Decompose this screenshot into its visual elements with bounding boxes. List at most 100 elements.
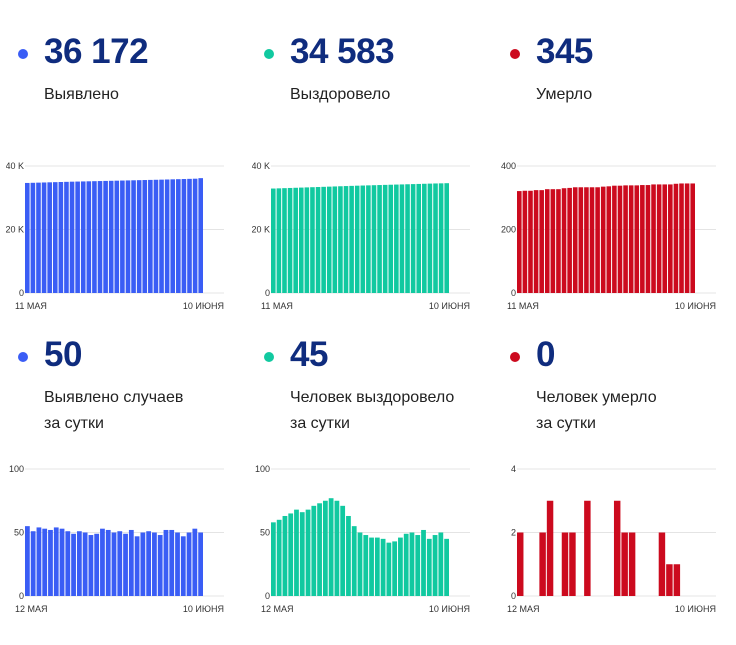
bar [186,532,192,596]
bar [169,529,175,596]
bar [134,536,140,596]
bar [328,498,334,596]
stat-value: 34 583 [290,32,395,71]
bar [386,542,392,596]
bar [146,531,152,596]
bar [584,187,589,293]
bar [30,182,36,293]
bar [651,184,656,293]
stat-label-line: Выздоровело [290,86,391,103]
x-tick-label-end: 10 ИЮНЯ [183,604,224,614]
bar [25,526,30,596]
bar [360,185,366,293]
bar [544,189,550,293]
bar [584,500,591,596]
bar [293,187,298,293]
bar [612,185,617,293]
bar [111,532,117,596]
bar [346,515,351,596]
bar [53,527,59,596]
bar [377,185,382,293]
y-tick-label: 4 [511,464,516,474]
stat-value: 50 [44,335,82,374]
bar [86,181,92,293]
bar [343,186,349,293]
bar [561,532,569,596]
y-tick-label: 20 K [252,225,270,235]
bar [690,183,695,293]
bar [673,564,681,596]
stat-label: Выявлено [44,82,119,108]
bar [36,527,42,596]
status-dot-icon [264,352,274,362]
bar [271,522,276,596]
stat-label-line: Выявлено случаев [44,389,184,406]
stat-label-line: за сутки [536,415,596,432]
bar [617,185,623,293]
bar-chart: 400 200 0 11 МАЯ 10 ИЮНЯ [501,161,716,311]
bar [600,186,606,293]
bar-chart: 100 50 0 12 МАЯ 10 ИЮНЯ [255,464,470,614]
bar [369,537,374,596]
y-tick-label: 100 [255,464,270,474]
bar [65,531,71,596]
bar [349,185,354,293]
bar [276,519,282,596]
bar [684,183,690,293]
bar [517,191,522,293]
status-dot-icon [510,49,520,59]
x-tick-label-end: 10 ИЮНЯ [183,301,224,311]
bar [76,531,82,596]
bar [623,185,628,293]
status-dot-icon [264,49,274,59]
bar [103,180,108,293]
bar [59,528,65,596]
bar [187,178,192,293]
bar [305,509,311,596]
bar [105,529,111,596]
bar [405,184,410,293]
y-tick-label: 40 K [252,161,270,171]
bar [294,509,299,596]
bar [662,184,668,293]
y-tick-label: 100 [9,464,24,474]
y-tick-label: 0 [511,591,516,601]
bar [528,190,533,293]
y-tick-label: 20 K [6,225,24,235]
bar [170,179,176,293]
bar [94,533,100,596]
bar [628,185,634,293]
bar [140,532,146,596]
bar [298,187,304,293]
bar [332,186,338,293]
bar [164,179,170,293]
bar [539,190,544,293]
bar [415,535,421,596]
bar [371,185,377,293]
stat-value: 36 172 [44,32,149,71]
x-tick-label-end: 10 ИЮНЯ [429,604,470,614]
x-tick-label-end: 10 ИЮНЯ [429,301,470,311]
bar [58,182,64,293]
bar [394,184,399,293]
bar [388,184,394,293]
bar [282,515,288,596]
bar [192,178,198,293]
bar [432,535,438,596]
bar [41,182,47,293]
bar [153,179,159,293]
bar [366,185,371,293]
y-tick-label: 200 [501,225,516,235]
bar [310,187,315,293]
bar [427,183,433,293]
bar [640,185,645,293]
bar-chart: 40 K 20 K 0 11 МАЯ 10 ИЮНЯ [252,161,470,311]
bar-chart: 40 K 20 K 0 11 МАЯ 10 ИЮНЯ [6,161,224,311]
bar [656,184,662,293]
bar [409,532,415,596]
bar [399,184,405,293]
y-tick-label: 0 [511,288,516,298]
bar [550,189,556,293]
bar [163,529,169,596]
bar [175,532,180,596]
